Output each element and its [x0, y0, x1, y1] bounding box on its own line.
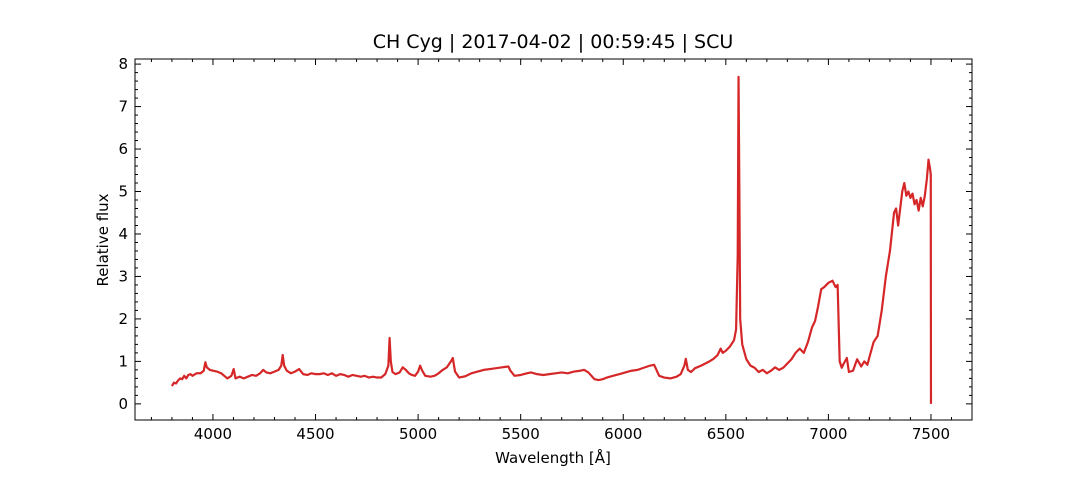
x-axis: 4000 4500 5000 5500 6000 6500 7000 7500 — [150, 59, 952, 443]
y-tick-label: 0 — [118, 395, 128, 413]
x-tick-label: 6000 — [604, 425, 642, 443]
y-tick-label: 7 — [118, 98, 128, 116]
y-tick-label: 3 — [118, 267, 128, 285]
plot-frame — [134, 58, 973, 421]
y-tick-label: 6 — [118, 140, 128, 158]
x-tick-label: 6500 — [707, 425, 745, 443]
x-tick-label: 7500 — [912, 425, 950, 443]
x-tick-label: 4000 — [194, 425, 232, 443]
y-tick-label: 5 — [118, 183, 128, 201]
x-tick-label: 7000 — [809, 425, 847, 443]
y-tick-label: 2 — [118, 310, 128, 328]
chart-title: CH Cyg | 2017-04-02 | 00:59:45 | SCU — [373, 31, 734, 53]
y-tick-label: 1 — [118, 352, 128, 370]
spectrum-series-line — [170, 75, 933, 404]
y-tick-label: 8 — [118, 55, 128, 73]
y-axis-label: Relative flux — [94, 193, 112, 286]
y-tick-label: 4 — [118, 225, 128, 243]
y-axis: 0 1 2 3 4 5 6 7 8 — [118, 55, 972, 413]
x-tick-label: 5500 — [502, 425, 540, 443]
x-axis-label: Wavelength [Å] — [495, 448, 611, 467]
x-tick-label: 4500 — [296, 425, 334, 443]
x-tick-label: 5000 — [399, 425, 437, 443]
